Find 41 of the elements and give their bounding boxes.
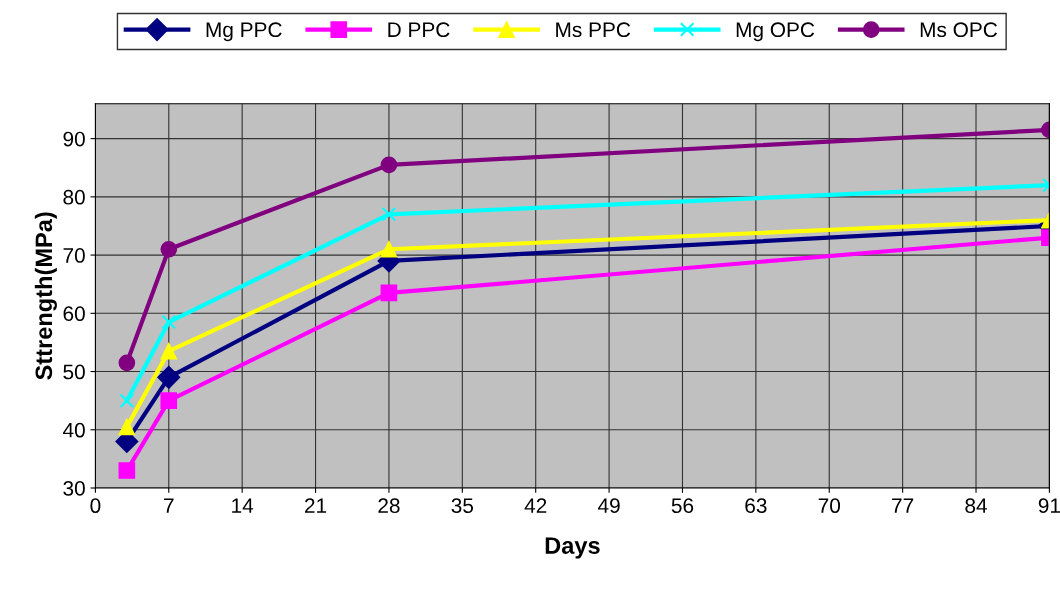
- x-tick-label: 35: [451, 498, 474, 514]
- y-tick-label: 50: [63, 364, 85, 380]
- y-tick-label: 60: [63, 306, 85, 322]
- point: [380, 284, 398, 302]
- point: [157, 365, 181, 389]
- x-tick-label: 84: [965, 498, 987, 514]
- legend-label: D PPC: [388, 22, 450, 38]
- x-axis-title: Days: [545, 537, 600, 559]
- point: [380, 156, 398, 174]
- point: [118, 354, 136, 372]
- point: [161, 314, 177, 330]
- y-tick-label: 80: [63, 189, 85, 205]
- point: [119, 393, 135, 408]
- y-tick-label: 30: [63, 481, 85, 496]
- point: [118, 462, 136, 479]
- x-tick-label: 42: [524, 498, 547, 513]
- x-tick-label: 28: [378, 498, 400, 514]
- x-tick-label: 7: [164, 498, 174, 513]
- point: [160, 392, 178, 409]
- x-tick-label: 70: [818, 498, 841, 514]
- y-tick-label: 40: [62, 422, 85, 438]
- x-tick-label: 56: [671, 498, 694, 514]
- y-tick-label: 90: [63, 131, 85, 147]
- y-tick-label: 70: [63, 248, 85, 263]
- point: [160, 342, 178, 360]
- x-tick-label: 21: [305, 498, 327, 513]
- point: [118, 418, 136, 436]
- x-tick-label: 63: [745, 498, 767, 514]
- point: [381, 207, 397, 222]
- y-axis-title: Sttrength(MPa): [34, 212, 57, 380]
- legend-label: Ms OPC: [920, 22, 998, 38]
- x-tick-label: 14: [232, 498, 254, 513]
- legend-label: Ms PPC: [556, 22, 631, 38]
- legend-label: Mg PPC: [206, 22, 282, 42]
- point: [380, 240, 398, 258]
- legend-label: Mg OPC: [736, 22, 815, 42]
- x-tick-label: 91: [1038, 498, 1060, 514]
- x-tick-label: 49: [597, 498, 620, 514]
- point: [160, 240, 178, 258]
- x-tick-label: 0: [90, 498, 101, 514]
- x-tick-label: 77: [892, 498, 914, 513]
